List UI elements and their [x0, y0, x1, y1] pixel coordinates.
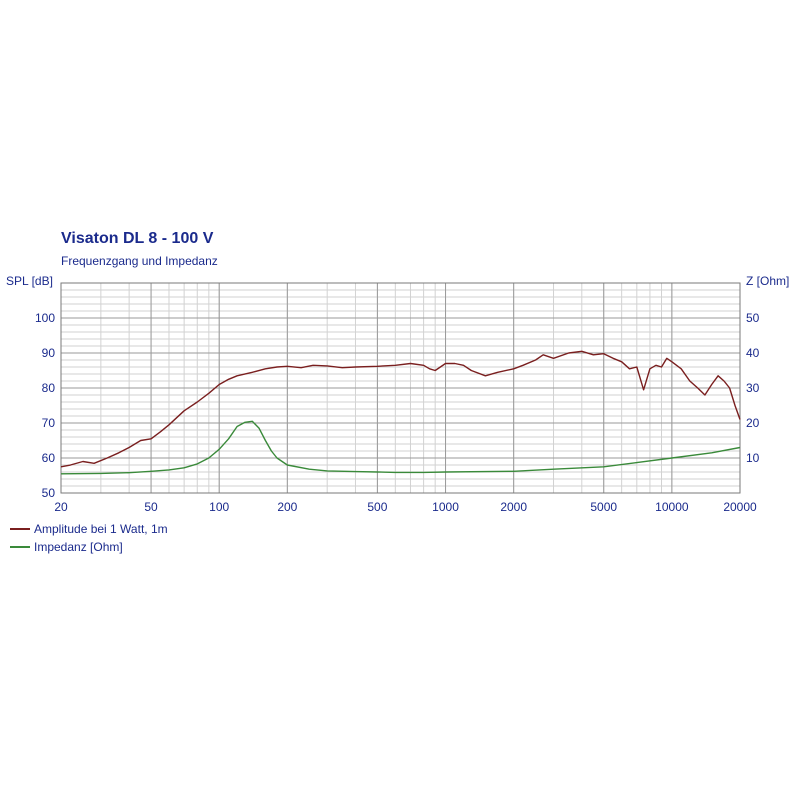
x-tick-label: 20: [54, 500, 68, 514]
y-tick-label-left: 80: [42, 381, 56, 395]
legend-item-amplitude: Amplitude bei 1 Watt, 1m: [10, 520, 168, 538]
x-tick-label: 50: [144, 500, 158, 514]
y-tick-label-left: 50: [42, 486, 56, 500]
legend-item-impedance: Impedanz [Ohm]: [10, 538, 168, 556]
y-tick-label-left: 70: [42, 416, 56, 430]
chart-subtitle: Frequenzgang und Impedanz: [61, 254, 218, 268]
series-line-amplitude: [60, 350, 741, 468]
x-tick-label: 100: [209, 500, 229, 514]
y-tick-label-right: 20: [746, 416, 760, 430]
plot-border: [60, 282, 741, 494]
y-tick-label-left: 60: [42, 451, 56, 465]
y-tick-label-right: 30: [746, 381, 760, 395]
x-tick-label: 5000: [590, 500, 617, 514]
legend-swatch-amplitude: [10, 528, 30, 530]
chart-title: Visaton DL 8 - 100 V: [61, 230, 214, 247]
x-tick-label: 1000: [432, 500, 459, 514]
legend-label-amplitude: Amplitude bei 1 Watt, 1m: [34, 522, 168, 536]
y-tick-label-left: 90: [42, 346, 56, 360]
y-axis-left-label: SPL [dB]: [6, 274, 53, 288]
legend-swatch-impedance: [10, 546, 30, 548]
y-tick-label-left: 100: [35, 311, 55, 325]
x-tick-label: 2000: [500, 500, 527, 514]
x-tick-label: 10000: [655, 500, 689, 514]
y-tick-label-right: 10: [746, 451, 760, 465]
x-tick-label: 200: [277, 500, 297, 514]
y-axis-right-label: Z [Ohm]: [746, 274, 790, 288]
series-line-impedance: [60, 420, 741, 475]
y-tick-label-right: 40: [746, 346, 760, 360]
y-tick-label-right: 50: [746, 311, 760, 325]
x-tick-label: 500: [367, 500, 387, 514]
legend: Amplitude bei 1 Watt, 1m Impedanz [Ohm]: [10, 520, 168, 556]
x-tick-label: 20000: [723, 500, 757, 514]
legend-label-impedance: Impedanz [Ohm]: [34, 540, 123, 554]
